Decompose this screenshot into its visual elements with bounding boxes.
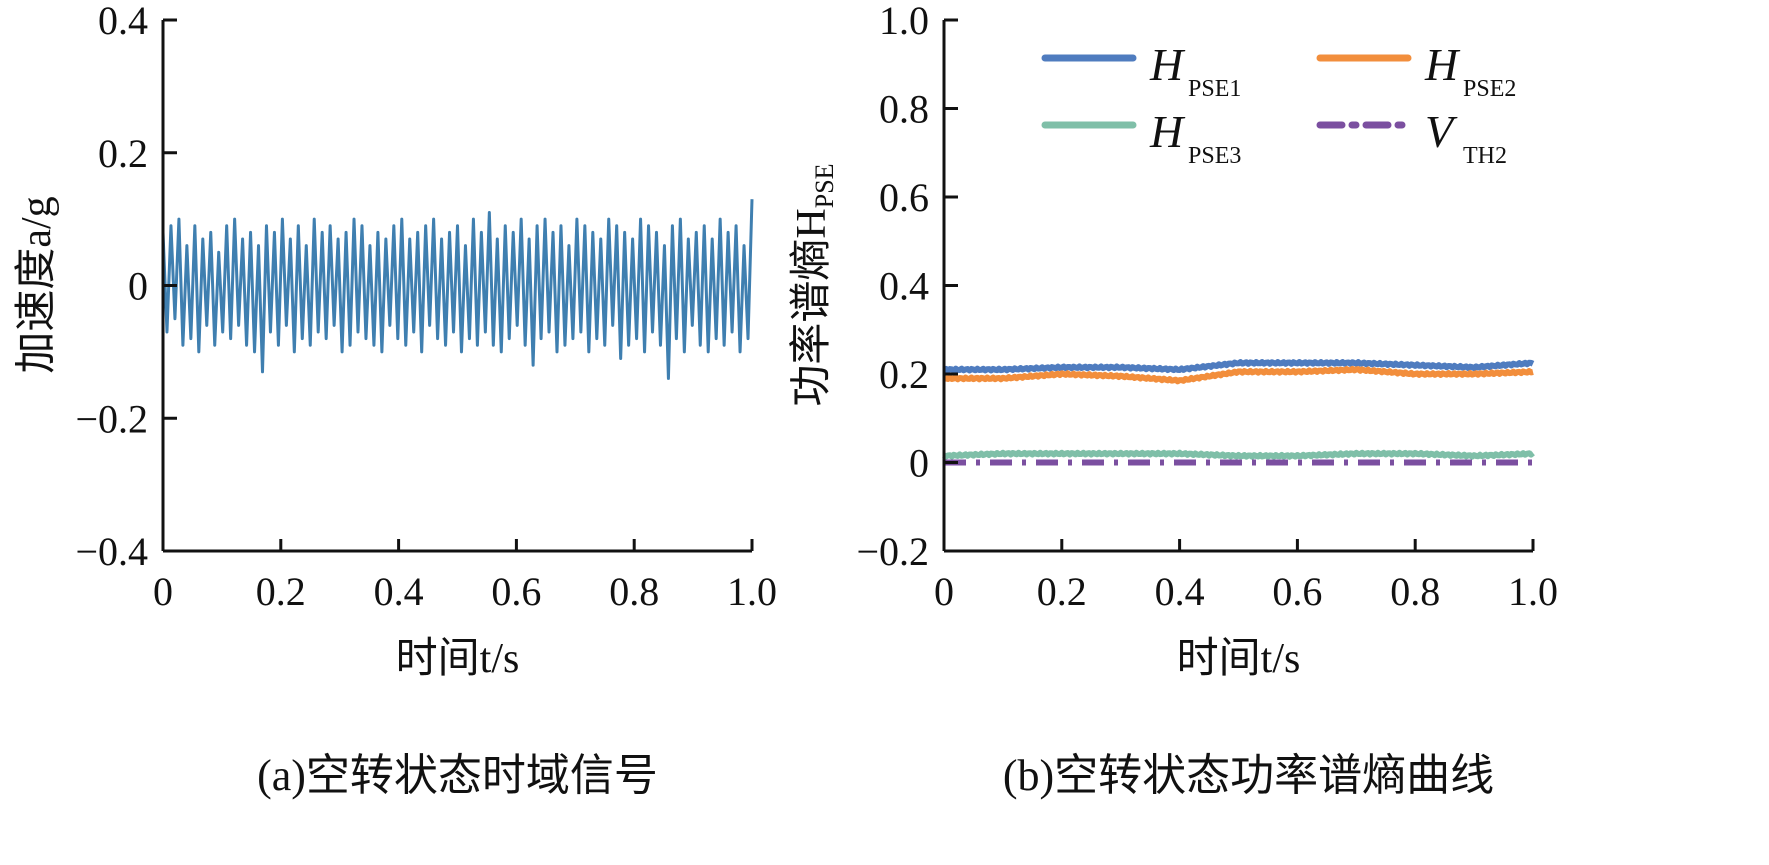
legend-label-sub: PSE2 — [1463, 76, 1516, 102]
y-tick-label: 0.4 — [98, 0, 148, 43]
x-tick-label: 0.4 — [374, 569, 424, 614]
y-tick-label: 0.6 — [879, 175, 929, 220]
legend-label-sub: PSE1 — [1188, 76, 1241, 102]
x-tick-label: 0.6 — [491, 569, 541, 614]
y-tick-label: 0.4 — [879, 264, 929, 309]
x-tick-label: 0.2 — [1037, 569, 1087, 614]
x-tick-label: 1.0 — [1508, 569, 1558, 614]
x-tick-label: 1.0 — [727, 569, 777, 614]
y-tick-label: 0.2 — [879, 352, 929, 397]
x-tick-label: 0.6 — [1272, 569, 1322, 614]
x-axis-label: 时间t/s — [1177, 636, 1301, 682]
legend-label-sub: PSE3 — [1188, 143, 1241, 169]
x-tick-label: 0.2 — [256, 569, 306, 614]
y-axis-label: 功率谱熵HPSE — [788, 163, 839, 406]
x-tick-label: 0.8 — [609, 569, 659, 614]
y-tick-label: 1.0 — [879, 0, 929, 43]
y-tick-label: 0 — [909, 441, 929, 486]
x-tick-label: 0.4 — [1155, 569, 1205, 614]
legend-label: H — [1424, 39, 1461, 90]
legend-label: H — [1149, 106, 1186, 157]
panel-caption: (b)空转状态功率谱熵曲线 — [1003, 751, 1494, 800]
y-tick-label: 0.2 — [98, 131, 148, 176]
x-tick-label: 0.8 — [1390, 569, 1440, 614]
y-axis-label-sub: PSE — [810, 163, 839, 208]
series-line-0-0 — [161, 199, 754, 380]
y-tick-label: 0.8 — [879, 87, 929, 132]
series-line-1-2 — [942, 449, 1535, 460]
y-tick-label: −0.2 — [75, 396, 148, 441]
x-tick-label: 0 — [934, 569, 954, 614]
y-tick-label: −0.2 — [856, 529, 929, 574]
x-tick-label: 0 — [153, 569, 173, 614]
panel-caption: (a)空转状态时域信号 — [257, 751, 658, 800]
legend-label: V — [1425, 106, 1458, 157]
legend-label-sub: TH2 — [1463, 143, 1507, 169]
x-axis-label: 时间t/s — [396, 636, 520, 682]
series-line-1-0 — [942, 359, 1535, 374]
y-tick-label: −0.4 — [75, 529, 148, 574]
legend-label: H — [1149, 39, 1186, 90]
series-line-1-1 — [942, 365, 1535, 385]
y-axis-label: 加速度a/g — [14, 196, 60, 373]
y-tick-label: 0 — [128, 264, 148, 309]
